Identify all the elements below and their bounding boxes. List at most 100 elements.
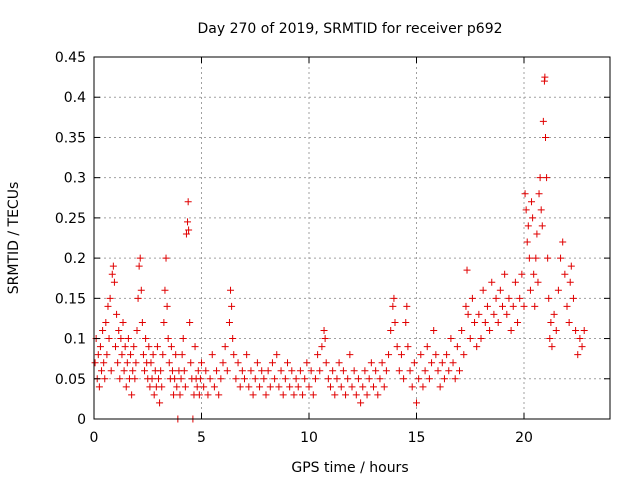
data-point bbox=[548, 343, 556, 351]
data-point bbox=[522, 206, 530, 214]
data-point bbox=[514, 318, 522, 326]
data-point bbox=[329, 367, 337, 375]
data-point bbox=[357, 399, 365, 407]
data-point bbox=[559, 238, 567, 246]
data-point bbox=[440, 375, 448, 383]
data-point bbox=[277, 367, 285, 375]
data-point bbox=[137, 286, 145, 294]
data-point bbox=[423, 343, 431, 351]
data-point bbox=[563, 302, 571, 310]
data-point bbox=[572, 327, 580, 335]
data-point bbox=[318, 343, 326, 351]
data-point bbox=[118, 351, 126, 359]
data-point bbox=[234, 359, 242, 367]
data-point bbox=[561, 270, 569, 278]
data-point bbox=[208, 351, 216, 359]
data-point bbox=[133, 327, 141, 335]
data-point bbox=[528, 198, 536, 206]
data-point bbox=[532, 254, 540, 262]
data-point bbox=[397, 351, 405, 359]
data-point bbox=[95, 383, 103, 391]
data-point bbox=[178, 351, 186, 359]
data-point bbox=[142, 335, 150, 343]
data-point bbox=[451, 375, 459, 383]
data-point bbox=[314, 351, 322, 359]
data-point bbox=[264, 367, 272, 375]
data-point bbox=[127, 351, 135, 359]
data-point bbox=[447, 335, 455, 343]
data-point bbox=[284, 359, 291, 367]
data-point bbox=[516, 294, 524, 302]
data-point bbox=[210, 383, 218, 391]
y-tick-label: 0.15 bbox=[55, 291, 86, 307]
data-point bbox=[292, 375, 300, 383]
data-point bbox=[395, 367, 403, 375]
data-point bbox=[425, 375, 433, 383]
data-point bbox=[148, 375, 156, 383]
data-point bbox=[173, 383, 181, 391]
data-point bbox=[101, 375, 109, 383]
y-tick-label: 0.1 bbox=[64, 332, 86, 348]
data-point bbox=[486, 327, 494, 335]
data-point bbox=[569, 294, 577, 302]
data-point bbox=[359, 383, 367, 391]
data-point bbox=[157, 367, 165, 375]
data-point bbox=[262, 391, 270, 399]
data-point bbox=[236, 383, 244, 391]
data-point bbox=[171, 375, 179, 383]
x-axis-label: GPS time / hours bbox=[291, 460, 408, 476]
data-point bbox=[367, 359, 375, 367]
data-point bbox=[503, 310, 511, 318]
y-tick-label: 0.35 bbox=[55, 130, 86, 146]
data-point bbox=[415, 375, 423, 383]
data-point bbox=[200, 383, 208, 391]
data-point bbox=[135, 262, 143, 270]
data-point bbox=[531, 302, 539, 310]
data-point bbox=[176, 391, 184, 399]
data-point bbox=[350, 367, 358, 375]
data-point bbox=[180, 367, 188, 375]
data-point bbox=[430, 327, 438, 335]
data-point bbox=[146, 383, 154, 391]
data-point bbox=[217, 375, 225, 383]
data-point bbox=[518, 270, 526, 278]
data-point bbox=[322, 359, 330, 367]
data-point bbox=[432, 351, 440, 359]
data-point bbox=[321, 335, 329, 343]
data-point bbox=[158, 383, 166, 391]
data-point bbox=[552, 327, 560, 335]
data-point bbox=[524, 222, 532, 230]
data-point bbox=[370, 383, 377, 391]
data-point bbox=[361, 367, 369, 375]
data-point bbox=[206, 375, 214, 383]
data-point bbox=[456, 367, 463, 375]
data-point bbox=[115, 327, 123, 335]
data-point bbox=[268, 359, 276, 367]
data-point bbox=[219, 359, 227, 367]
data-point bbox=[525, 254, 533, 262]
data-point bbox=[230, 351, 238, 359]
data-point bbox=[327, 383, 334, 391]
data-point bbox=[408, 383, 416, 391]
data-point bbox=[385, 351, 393, 359]
data-point bbox=[303, 359, 311, 367]
data-point bbox=[438, 359, 446, 367]
data-point bbox=[413, 399, 420, 407]
data-point bbox=[150, 391, 158, 399]
data-point bbox=[100, 359, 108, 367]
data-point bbox=[529, 214, 537, 222]
data-point bbox=[507, 327, 515, 335]
data-point bbox=[521, 190, 529, 198]
data-point bbox=[221, 343, 229, 351]
data-point bbox=[170, 391, 178, 399]
data-point bbox=[161, 286, 169, 294]
data-point bbox=[372, 367, 380, 375]
data-point bbox=[253, 359, 261, 367]
data-point bbox=[460, 351, 468, 359]
data-point bbox=[492, 294, 500, 302]
data-point bbox=[91, 359, 99, 367]
data-point bbox=[387, 327, 395, 335]
data-point bbox=[99, 327, 107, 335]
data-point bbox=[365, 375, 373, 383]
